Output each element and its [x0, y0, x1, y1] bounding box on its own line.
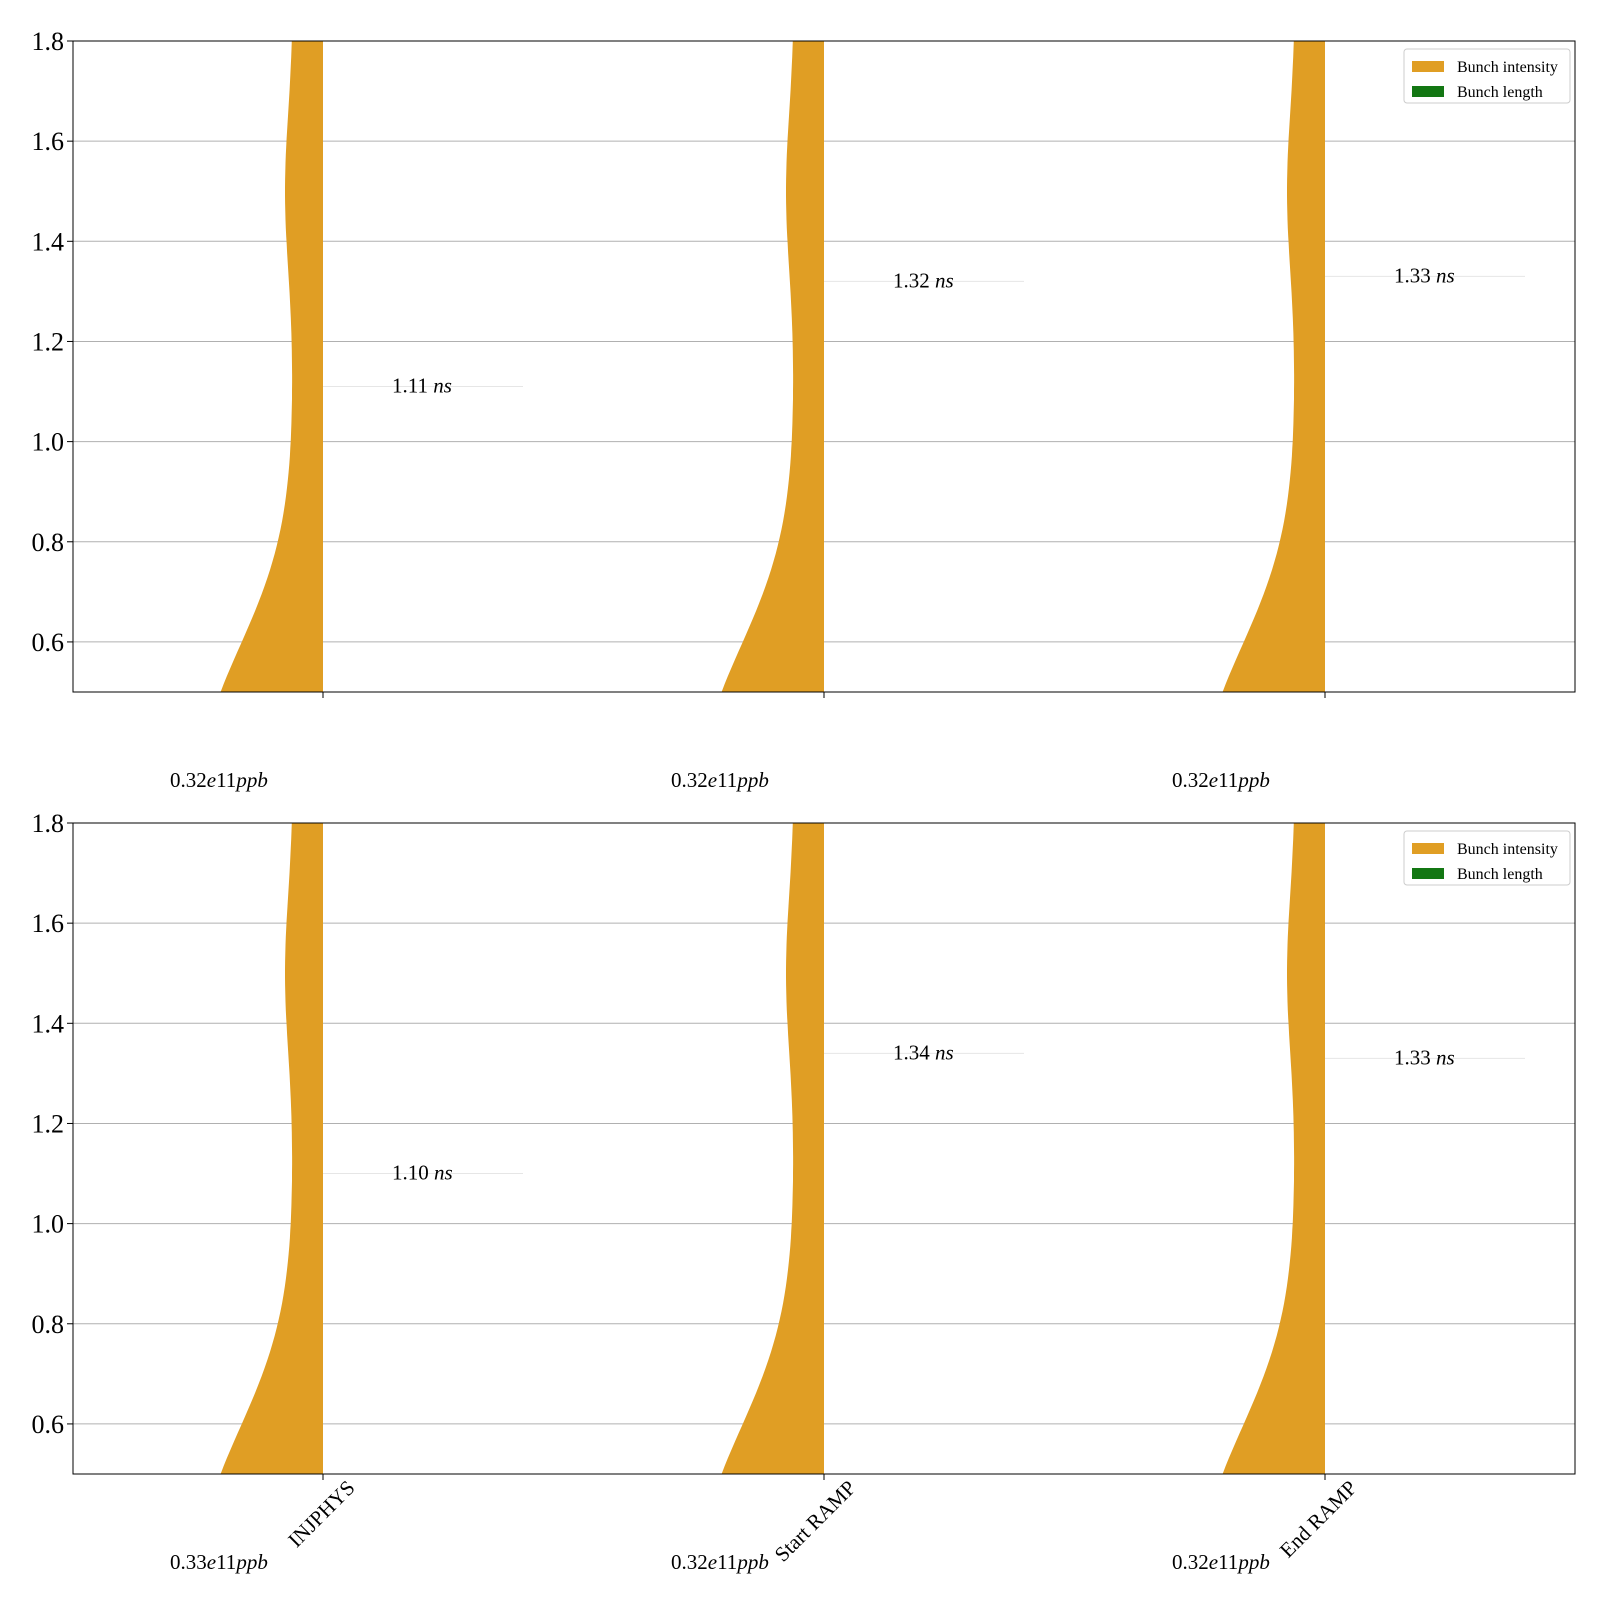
intensity-label: 0.32e11ppb: [1172, 1550, 1270, 1574]
intensity-violin: [220, 823, 323, 1474]
intensity-label: 0.32e11ppb: [671, 1550, 769, 1574]
length-label: 1.33 ns: [1394, 263, 1455, 287]
legend-label: Bunch length: [1457, 866, 1543, 883]
violins: [220, 41, 1325, 692]
y-tick-label: 1.6: [32, 909, 65, 938]
y-tick-label: 0.8: [32, 528, 65, 557]
chart-panel-1: 0.6 0.8 1.0 1.2 1.4 1.6 1.8 1.11 ns 1.32 ns 1.33 …: [32, 27, 1576, 792]
length-label: 1.33 ns: [1394, 1045, 1455, 1069]
x-tick-label: End RAMP: [1275, 1476, 1362, 1563]
x-tick-label: Start RAMP: [770, 1476, 861, 1567]
length-label: 1.11 ns: [392, 374, 452, 398]
x-tick-label: INJPHYS: [283, 1476, 359, 1552]
intensity-violin: [1222, 823, 1325, 1474]
violins: [220, 823, 1325, 1474]
y-tick-label: 1.0: [32, 1210, 65, 1239]
intensity-label: 0.33e11ppb: [170, 1550, 268, 1574]
y-tick-label: 0.6: [32, 628, 65, 657]
y-tick-label: 1.0: [32, 428, 65, 457]
legend-swatch: [1412, 843, 1444, 854]
legend: Bunch intensity Bunch length: [1403, 830, 1571, 886]
length-label: 1.34 ns: [893, 1040, 954, 1064]
length-label: 1.32 ns: [893, 268, 954, 292]
y-tick-label: 1.6: [32, 127, 65, 156]
y-tick-label: 1.8: [32, 27, 65, 56]
y-tick-label: 1.2: [32, 1109, 65, 1138]
length-label: 1.10 ns: [392, 1161, 453, 1185]
y-tick-label: 0.8: [32, 1310, 65, 1339]
intensity-violin: [1222, 41, 1325, 692]
y-tick-label: 1.8: [32, 809, 65, 838]
legend: Bunch intensity Bunch length: [1403, 48, 1571, 104]
legend-label: Bunch length: [1457, 84, 1543, 101]
legend-box: [1403, 48, 1571, 104]
intensity-violin: [721, 41, 824, 692]
intensity-label: 0.32e11ppb: [170, 768, 268, 792]
intensity-violin: [220, 41, 323, 692]
legend-label: Bunch intensity: [1457, 59, 1558, 76]
y-tick-label: 0.6: [32, 1410, 65, 1439]
intensity-label: 0.32e11ppb: [671, 768, 769, 792]
chart-panel-2: 0.6 0.8 1.0 1.2 1.4 1.6 1.8 1.10 ns 1.34 ns 1.33 …: [32, 809, 1576, 1574]
legend-swatch: [1412, 61, 1444, 72]
y-tick-label: 1.4: [32, 227, 65, 256]
y-tick-label: 1.4: [32, 1009, 65, 1038]
legend-label: Bunch intensity: [1457, 841, 1558, 858]
legend-box: [1403, 830, 1571, 886]
legend-swatch: [1412, 86, 1444, 97]
intensity-label: 0.32e11ppb: [1172, 768, 1270, 792]
y-tick-label: 1.2: [32, 327, 65, 356]
intensity-violin: [721, 823, 824, 1474]
legend-swatch: [1412, 868, 1444, 879]
